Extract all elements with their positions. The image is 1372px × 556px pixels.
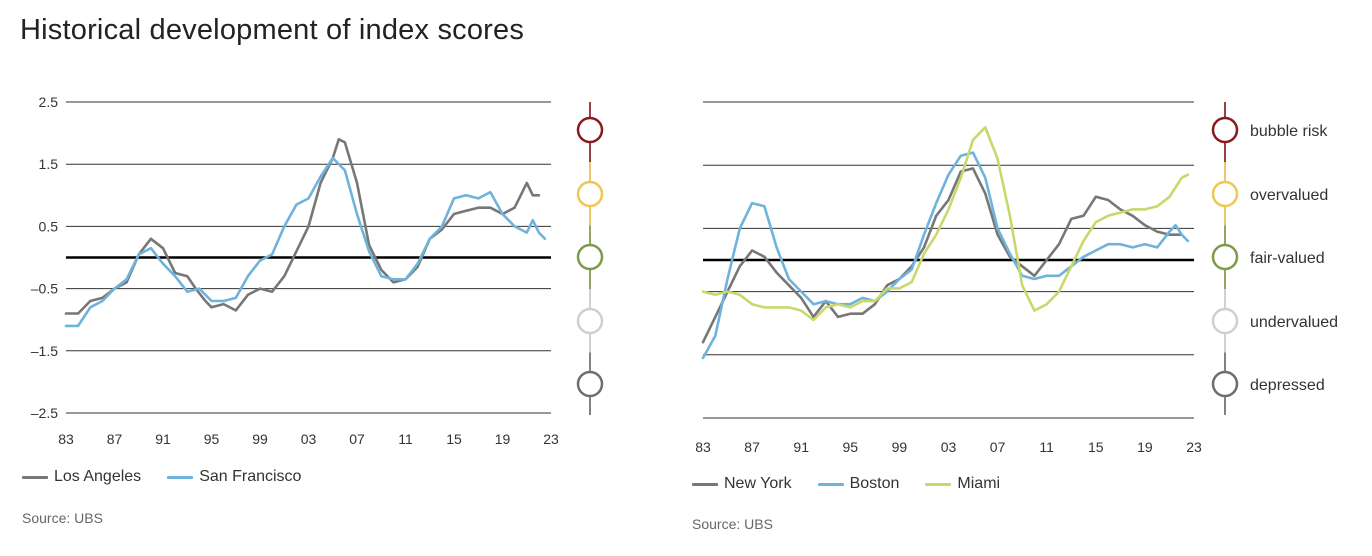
x-tick-label: 23 <box>1186 439 1202 455</box>
scale-marker-depressed <box>1211 370 1239 398</box>
scale-label-undervalued: undervalued <box>1250 314 1338 331</box>
page-title: Historical development of index scores <box>20 14 525 46</box>
x-tick-label: 83 <box>695 439 711 455</box>
y-tick-label: 1.5 <box>39 156 59 172</box>
source-note-left: Source: UBS <box>22 510 103 526</box>
x-tick-label: 19 <box>1137 439 1153 455</box>
series-line-los-angeles <box>64 138 541 315</box>
scale-marker-bubble-risk <box>1211 116 1239 144</box>
scale-marker-overvalued <box>1211 180 1239 208</box>
legend-label: New York <box>724 475 792 492</box>
x-tick-label: 23 <box>543 431 559 447</box>
y-tick-label: –2.5 <box>31 405 58 421</box>
x-tick-label: 91 <box>155 431 171 447</box>
scale-marker-overvalued <box>576 180 604 208</box>
scale-marker-fair-valued <box>576 243 604 271</box>
valuation-scale-left <box>576 102 604 415</box>
scale-marker-undervalued <box>1211 307 1239 335</box>
x-tick-label: 91 <box>793 439 809 455</box>
y-tick-label: –1.5 <box>31 343 58 359</box>
series-line-boston <box>701 151 1190 360</box>
legend-label: Los Angeles <box>54 468 142 485</box>
scale-marker-undervalued <box>576 307 604 335</box>
scale-label-bubble-risk: bubble risk <box>1250 123 1328 140</box>
series-line-new-york <box>701 167 1183 344</box>
x-tick-label: 95 <box>204 431 220 447</box>
series-line-miami <box>701 126 1190 322</box>
x-tick-label: 83 <box>58 431 74 447</box>
x-tick-label: 15 <box>446 431 462 447</box>
source-note-right: Source: UBS <box>692 516 773 532</box>
legend-item-new-york: New York <box>692 475 792 493</box>
legend-label: San Francisco <box>199 468 302 485</box>
legend-left: Los Angeles San Francisco <box>22 468 327 486</box>
legend-swatch-miami <box>925 482 952 486</box>
x-tick-label: 15 <box>1088 439 1104 455</box>
scale-marker-bubble-risk <box>576 116 604 144</box>
chart-right: 83 87 91 95 99 03 07 11 15 19 23 <box>695 101 1202 455</box>
x-tick-label: 11 <box>398 431 413 447</box>
legend-item-boston: Boston <box>817 475 900 493</box>
x-tick-label: 87 <box>107 431 123 447</box>
x-tick-label: 19 <box>495 431 511 447</box>
scale-marker-depressed <box>576 370 604 398</box>
scale-label-depressed: depressed <box>1250 377 1325 394</box>
x-tick-label: 11 <box>1039 439 1054 455</box>
legend-item-los-angeles: Los Angeles <box>22 468 141 486</box>
legend-swatch-los-angeles <box>22 475 48 479</box>
x-tick-label: 99 <box>892 439 908 455</box>
legend-swatch-boston <box>817 482 844 486</box>
x-tick-label: 95 <box>843 439 859 455</box>
x-tick-label: 03 <box>301 431 317 447</box>
x-tick-label: 07 <box>349 431 365 447</box>
legend-swatch-san-francisco <box>167 475 194 479</box>
legend-right: New York Boston Miami <box>692 475 1026 493</box>
legend-swatch-new-york <box>692 482 718 486</box>
x-tick-label: 03 <box>941 439 957 455</box>
y-tick-label: 2.5 <box>39 94 59 110</box>
scale-label-overvalued: overvalued <box>1250 187 1328 204</box>
x-tick-label: 99 <box>252 431 268 447</box>
x-tick-label: 07 <box>990 439 1006 455</box>
series-line-san-francisco <box>64 156 547 328</box>
scale-marker-fair-valued <box>1211 243 1239 271</box>
legend-item-miami: Miami <box>925 475 1000 493</box>
legend-item-san-francisco: San Francisco <box>167 468 301 486</box>
legend-label: Boston <box>849 475 900 492</box>
y-tick-label: –0.5 <box>31 281 58 297</box>
chart-left: 2.5 1.5 0.5 –0.5 –1.5 –2.583 87 91 95 99 03 07 11 15 1… <box>31 94 559 447</box>
x-tick-label: 87 <box>744 439 760 455</box>
valuation-scale-right: bubble risk overvalued fair-valued underval… <box>1211 102 1338 415</box>
legend-label: Miami <box>957 475 1001 492</box>
y-tick-label: 0.5 <box>39 218 59 234</box>
scale-label-fair-valued: fair-valued <box>1250 250 1325 267</box>
